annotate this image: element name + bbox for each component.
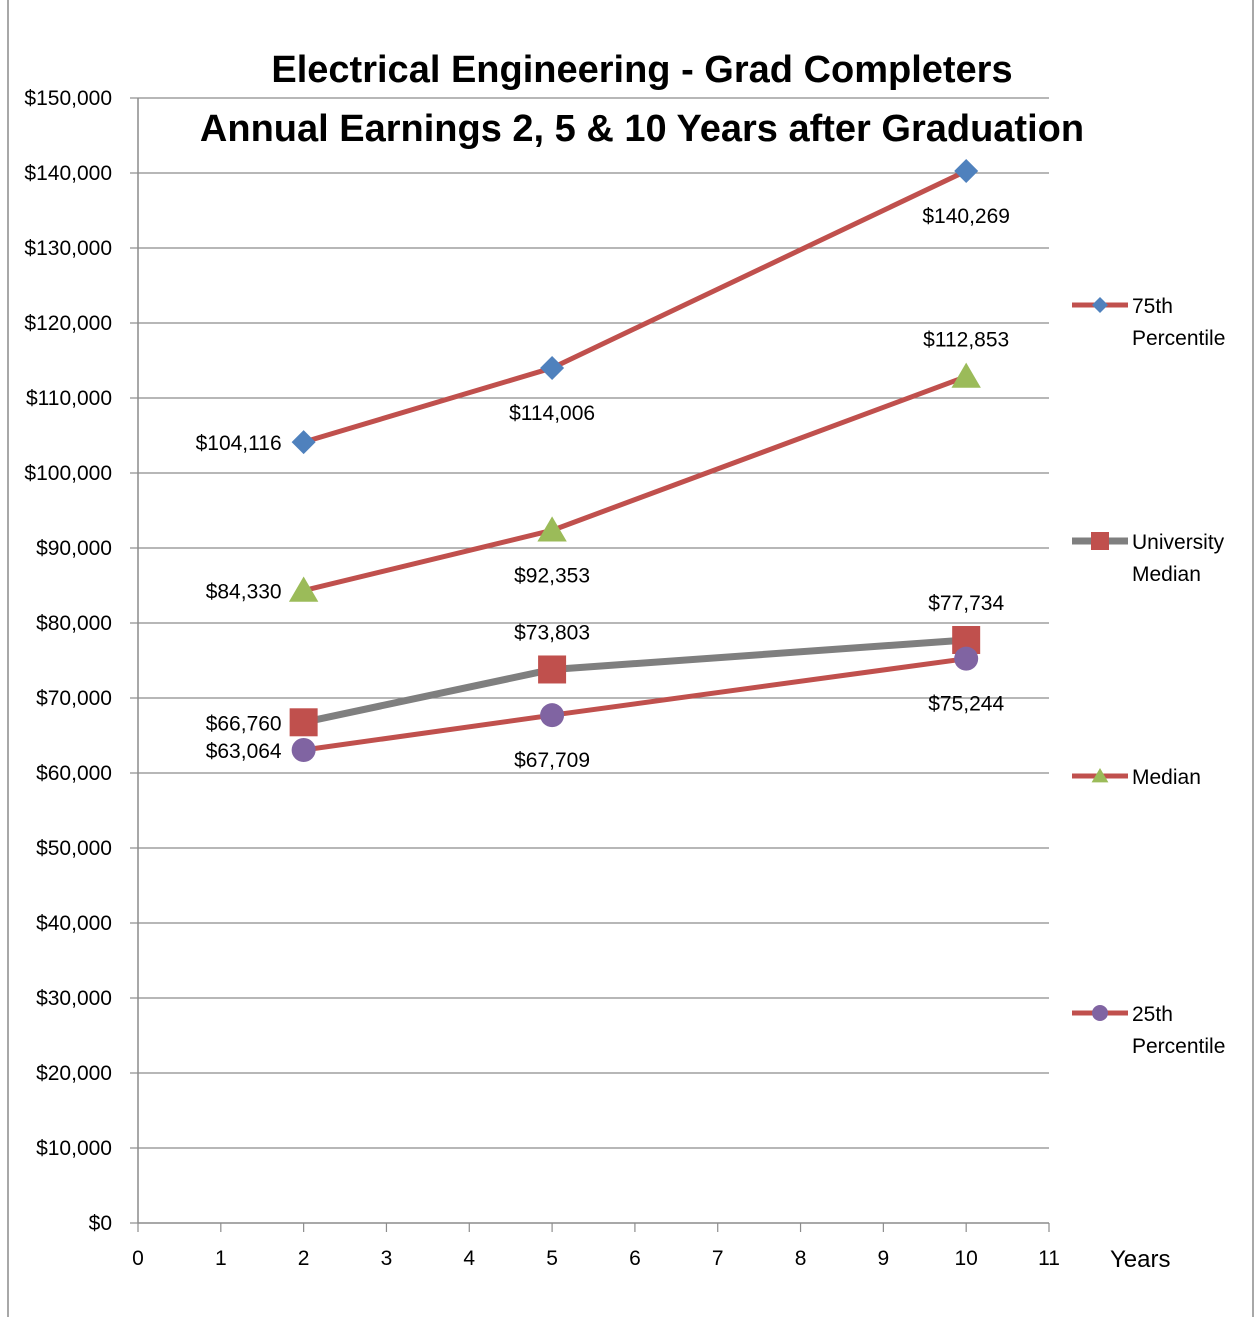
chart-title: Electrical Engineering - Grad Completers <box>271 49 1012 91</box>
y-tick-label: $50,000 <box>36 837 112 860</box>
legend-marker-median <box>1091 768 1109 783</box>
data-point-university-median <box>289 708 318 737</box>
series-line-university-median <box>302 636 967 726</box>
x-tick-label: 5 <box>546 1247 558 1270</box>
y-tick-label: $60,000 <box>36 762 112 785</box>
x-tick-label: 1 <box>215 1247 227 1270</box>
y-tick-label: $70,000 <box>36 687 112 710</box>
x-tick-label: 0 <box>132 1247 144 1270</box>
data-point-25th-percentile <box>954 646 979 671</box>
data-point-median <box>288 576 319 602</box>
y-tick-label: $120,000 <box>24 312 112 335</box>
data-point-75th-percentile <box>954 158 979 183</box>
legend-marker-25th-percentile <box>1092 1005 1108 1021</box>
data-point-university-median <box>538 655 567 684</box>
legend-label-25th-percentile: Percentile <box>1132 1035 1225 1058</box>
y-tick-label: $110,000 <box>26 387 112 410</box>
y-tick-label: $140,000 <box>24 162 112 185</box>
y-tick-label: $80,000 <box>36 612 112 635</box>
x-tick-label: 6 <box>629 1247 641 1270</box>
x-tick-label: 8 <box>795 1247 807 1270</box>
legend-label-25th-percentile: 25th <box>1132 1003 1173 1026</box>
series-line-median <box>303 374 968 593</box>
y-tick-label: $30,000 <box>36 987 112 1010</box>
data-label-75th-percentile: $104,116 <box>196 432 282 455</box>
x-tick-label: 11 <box>1038 1247 1060 1270</box>
legend-label-university-median: Median <box>1132 563 1201 586</box>
x-tick-label: 3 <box>381 1247 393 1270</box>
data-label-median: $92,353 <box>514 564 590 587</box>
data-point-75th-percentile <box>291 430 316 455</box>
x-tick-label: 4 <box>463 1247 475 1270</box>
x-tick-label: 2 <box>298 1247 310 1270</box>
data-label-university-median: $66,760 <box>206 712 282 735</box>
y-tick-label: $150,000 <box>24 87 112 110</box>
x-axis-label: Years <box>1110 1246 1171 1273</box>
legend-label-75th-percentile: 75th <box>1132 295 1173 318</box>
legend-marker-university-median <box>1091 532 1109 550</box>
data-label-university-median: $77,734 <box>928 592 1004 615</box>
x-tick-label: 9 <box>878 1247 890 1270</box>
y-tick-label: $0 <box>89 1212 112 1235</box>
data-label-median: $84,330 <box>206 581 282 604</box>
data-label-25th-percentile: $75,244 <box>928 693 1004 716</box>
data-label-median: $112,853 <box>923 329 1009 352</box>
legend-marker-75th-percentile <box>1092 297 1108 313</box>
y-tick-label: $20,000 <box>36 1062 112 1085</box>
data-label-university-median: $73,803 <box>514 621 590 644</box>
data-point-25th-percentile <box>540 703 565 728</box>
legend-label-university-median: University <box>1132 531 1225 554</box>
y-tick-label: $40,000 <box>36 912 112 935</box>
chart-subtitle: Annual Earnings 2, 5 & 10 Years after Gr… <box>200 108 1084 150</box>
series-line-75th-percentile <box>302 168 968 445</box>
data-label-25th-percentile: $63,064 <box>206 740 282 763</box>
x-tick-label: 7 <box>712 1247 724 1270</box>
y-tick-label: $100,000 <box>24 462 112 485</box>
data-point-median <box>537 516 567 542</box>
data-point-75th-percentile <box>540 355 565 380</box>
data-label-75th-percentile: $140,269 <box>922 205 1010 228</box>
data-point-25th-percentile <box>291 738 316 763</box>
x-tick-label: 10 <box>955 1247 978 1270</box>
y-tick-label: $10,000 <box>36 1137 112 1160</box>
data-label-25th-percentile: $67,709 <box>514 749 590 772</box>
legend-label-median: Median <box>1132 766 1201 789</box>
data-point-median <box>951 362 981 388</box>
y-tick-label: $90,000 <box>36 537 112 560</box>
data-label-75th-percentile: $114,006 <box>509 402 595 425</box>
legend-label-75th-percentile: Percentile <box>1132 327 1225 350</box>
y-tick-label: $130,000 <box>24 237 112 260</box>
